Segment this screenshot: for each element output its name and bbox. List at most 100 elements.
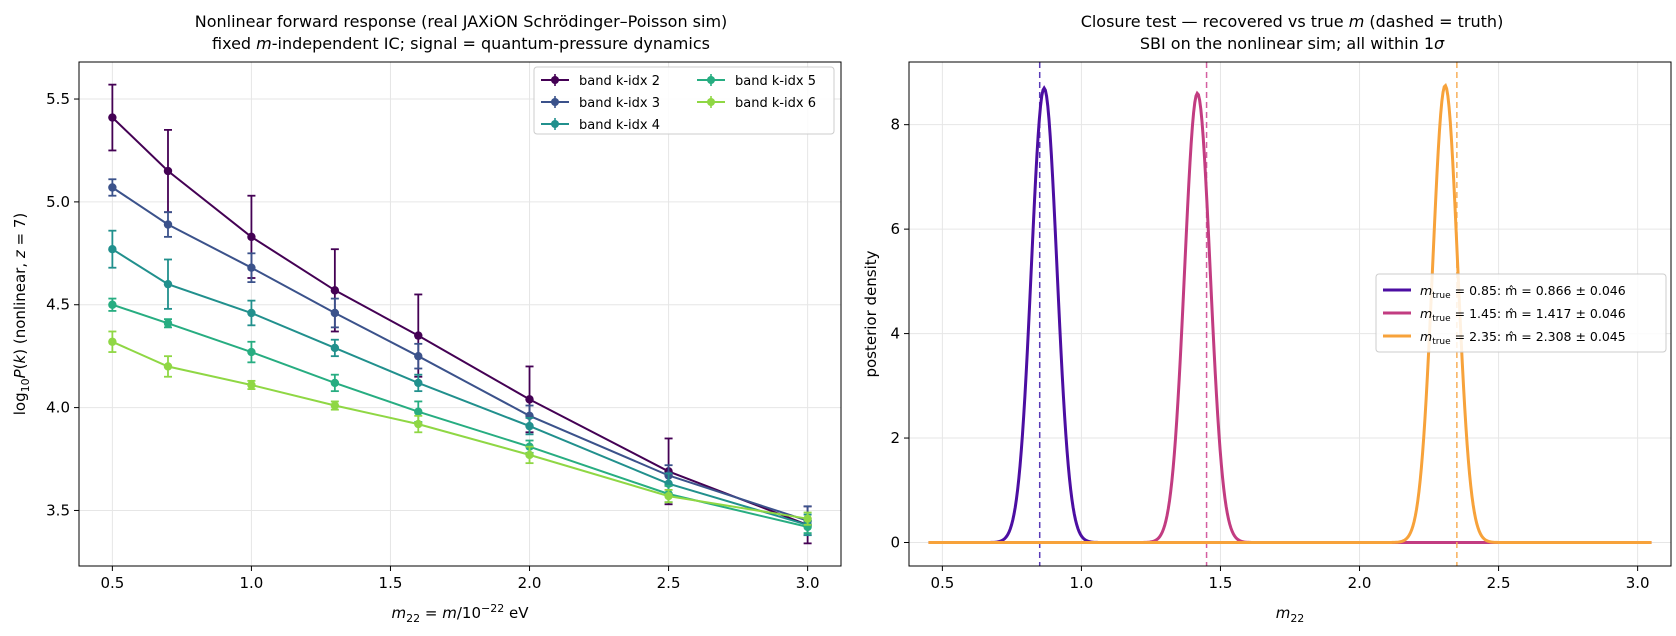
left-data-point [414,407,423,416]
left-legend-label: band k-idx 3 [579,96,660,111]
left-x-tick-label: 1.5 [379,574,403,592]
left-legend-swatch-marker [551,120,559,128]
left-y-tick-label: 4.0 [46,399,70,417]
right-posterior-curve [928,83,1652,544]
left-series-line [111,340,808,520]
right-y-tick-label: 4 [890,325,900,343]
left-x-tick-label: 3.0 [796,574,820,592]
left-data-point [163,166,173,176]
left-y-tick-label: 4.5 [46,296,70,314]
left-x-tick-label: 0.5 [100,574,124,592]
left-marks [108,83,812,545]
right-plot-frame [908,61,1672,567]
right-legend-item: mtrue = 1.45: m̂ = 1.417 ± 0.046 [1383,306,1626,324]
right-y-tick-label: 2 [890,429,900,447]
left-legend-label: band k-idx 5 [735,74,816,89]
right-x-tick-label: 3.0 [1626,574,1650,592]
left-x-tick-label: 1.0 [239,574,263,592]
left-data-point [247,263,256,272]
right-y-tick-label: 0 [890,533,900,551]
right-legend-label: mtrue = 0.85: m̂ = 0.866 ± 0.046 [1420,283,1626,301]
left-data-point [330,378,340,388]
left-series-line [111,116,808,526]
right-ticks: 0.5 1.0 1.5 2.0 2.5 3.0 0 2 4 6 8 [890,116,1649,592]
left-legend-box [533,66,835,135]
left-legend-swatch-marker [551,98,559,106]
right-y-axis-label: posterior density [862,250,880,377]
left-series-6 [108,330,812,526]
right-legend-item: mtrue = 2.35: m̂ = 2.308 ± 0.045 [1383,329,1626,347]
left-plot-frame [78,61,842,567]
left-legend-swatch-marker [707,76,715,84]
left-data-point [525,421,534,431]
left-data-point [330,343,340,353]
left-data-point [163,279,173,289]
left-title-line2: fixed m-independent IC; signal = quantum… [212,34,710,53]
left-data-point [247,347,256,357]
left-x-tick-label: 2.0 [518,574,542,592]
left-data-point [163,319,173,328]
left-data-point [330,401,340,410]
left-data-point [247,380,256,390]
right-x-tick-label: 1.5 [1209,574,1233,592]
left-data-point [108,113,117,122]
right-title-line2: SBI on the nonlinear sim; all within 1σ [1140,34,1445,53]
right-marks [928,62,1652,566]
left-ticks: 0.5 1.0 1.5 2.0 2.5 3.0 3.5 4.0 4.5 5.0 5.5 [46,90,819,592]
left-series-line [112,303,808,528]
left-legend-label: band k-idx 4 [579,118,660,133]
right-legend-label: mtrue = 2.35: m̂ = 2.308 ± 0.045 [1420,329,1626,347]
left-legend-swatch-marker [551,76,559,84]
left-y-tick-label: 5.0 [46,193,70,211]
left-series-2 [108,83,812,545]
left-data-point [330,286,340,295]
left-data-point [163,362,173,371]
left-data-point [163,220,173,229]
left-data-point [247,308,256,318]
left-data-point [108,300,117,309]
left-data-point [247,232,256,242]
left-series-4 [108,229,812,537]
left-data-point [525,395,534,404]
left-y-tick-label: 3.5 [46,501,70,519]
left-data-point [108,245,117,254]
left-legend-swatch-marker [707,98,715,106]
left-legend-item: band k-idx 4 [541,118,660,133]
right-legend-box [1375,273,1667,353]
left-legend-label: band k-idx 6 [735,96,816,111]
right-x-axis-label: m22 [1276,604,1305,625]
left-legend-item: band k-idx 5 [697,74,816,89]
left-data-point [330,308,340,318]
left-data-point [414,351,423,361]
left-data-point [414,419,423,429]
right-legend-label: mtrue = 1.45: m̂ = 1.417 ± 0.046 [1420,306,1626,324]
left-series-line [111,248,808,526]
left-legend-item: band k-idx 3 [541,96,660,111]
left-y-tick-label: 5.5 [46,90,70,108]
left-y-axis-label: log10P(k) (nonlinear, z = 7) [11,213,32,415]
left-data-point [525,450,534,460]
left-data-point [414,378,423,388]
left-legend-item: band k-idx 6 [697,96,816,111]
left-legend-item: band k-idx 2 [541,74,660,89]
left-data-point [803,514,812,523]
left-data-point [664,491,673,501]
right-x-tick-label: 0.5 [930,574,954,592]
right-x-tick-label: 2.5 [1487,574,1511,592]
left-x-axis-label: m22 = m/10−22 eV [392,602,530,625]
right-legend-item: mtrue = 0.85: m̂ = 0.866 ± 0.046 [1383,283,1626,301]
left-data-point [414,331,423,340]
right-legend: mtrue = 0.85: m̂ = 0.866 ± 0.046 mtrue = … [1375,273,1667,353]
left-legend: band k-idx 2 band k-idx 3 band k-idx 4 band… [533,66,835,135]
right-title-line1: Closure test — recovered vs true m (dash… [1081,12,1504,31]
left-series-line [111,186,808,522]
left-series-3 [108,178,812,537]
left-grid [79,62,841,566]
right-x-tick-label: 2.0 [1348,574,1372,592]
left-x-tick-label: 2.5 [657,574,681,592]
left-data-point [108,183,117,192]
left-legend-label: band k-idx 2 [579,74,660,89]
left-data-point [108,337,117,346]
left-title-line1: Nonlinear forward response (real JAXiON … [195,12,728,31]
